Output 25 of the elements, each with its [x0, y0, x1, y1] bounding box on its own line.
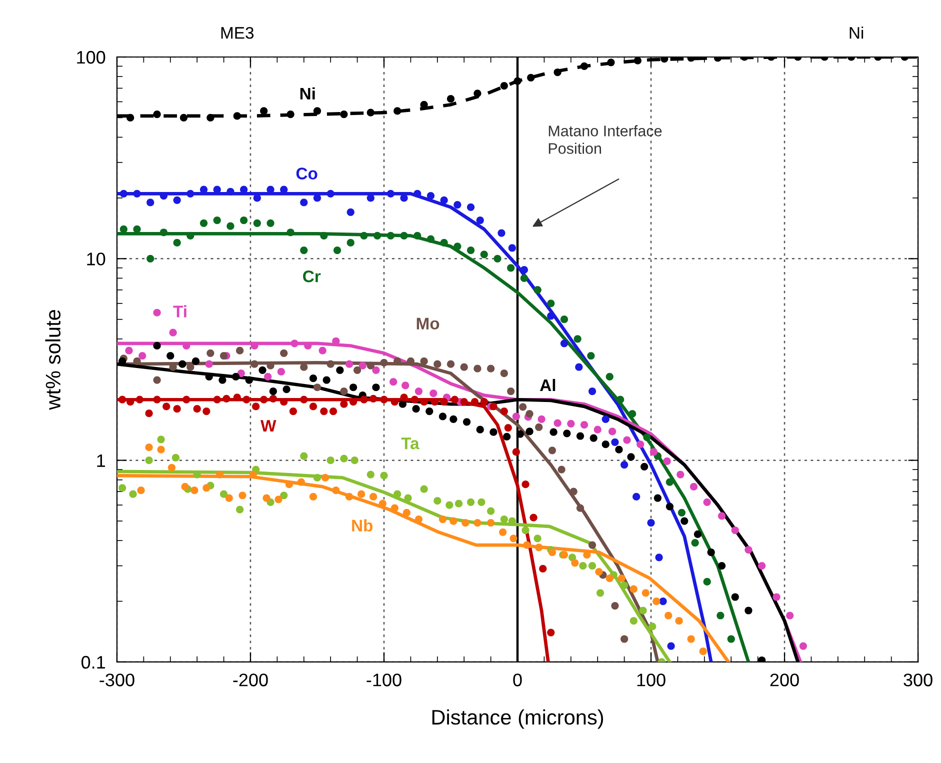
x-axis-title: Distance (microns): [432, 709, 604, 729]
x-tick-label: 200: [770, 674, 799, 686]
series-label: Mo: [416, 318, 440, 330]
series-label: Co: [296, 168, 318, 180]
text: Ni: [850, 26, 864, 39]
annotation: Matano Interface Position: [548, 125, 662, 154]
series-label: Al: [540, 378, 556, 392]
text: ME3: [221, 27, 254, 39]
series-label: Ti: [173, 305, 186, 318]
x-tick-label: 100: [637, 674, 666, 686]
y-tick-label: 10: [87, 252, 106, 266]
y-axis-title: wt% solute: [45, 310, 61, 410]
y-tick-label: 1: [97, 454, 105, 467]
x-tick-label: 300: [904, 674, 932, 686]
y-tick-label: 0.1: [81, 656, 105, 669]
series-label: Cr: [303, 270, 321, 282]
x-tick-label: 0: [513, 674, 522, 686]
series-label: Ta: [401, 438, 420, 450]
x-tick-label: -100: [366, 674, 402, 686]
y-tick-label: 100: [77, 50, 106, 64]
x-tick-label: -300: [100, 674, 134, 686]
series-label: W: [260, 420, 276, 432]
series-label: Nb: [352, 519, 373, 532]
x-tick-label: -200: [233, 674, 268, 686]
series-label: Ni: [300, 87, 315, 100]
